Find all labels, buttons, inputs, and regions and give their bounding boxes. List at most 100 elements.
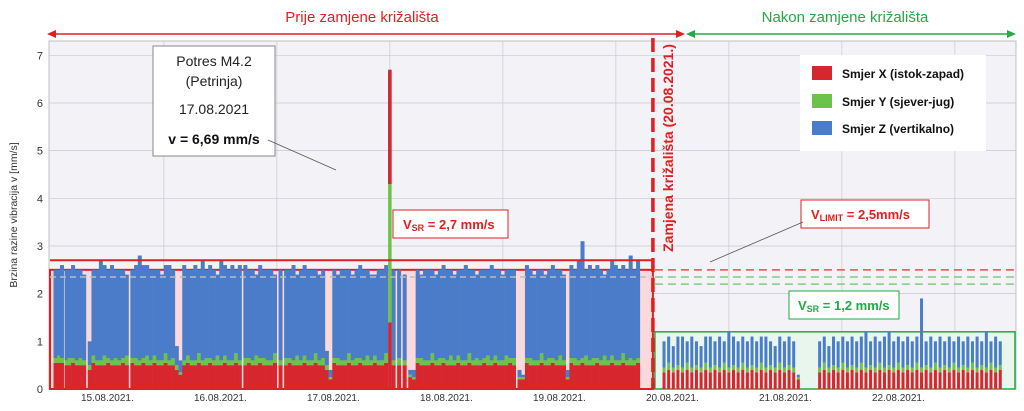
bar-segment-y	[402, 360, 407, 366]
bar-segment-z	[117, 269, 122, 361]
bar-segment-y	[82, 360, 87, 366]
bar-segment-y	[178, 372, 183, 375]
bar-segment-z	[402, 274, 407, 361]
bar-segment-x	[569, 362, 574, 389]
bar-segment-x	[208, 362, 213, 389]
bar-segment-y	[759, 362, 763, 370]
bar-segment-y	[713, 365, 717, 370]
bar-segment-x	[471, 365, 476, 389]
bar-segment-x	[497, 365, 502, 389]
bar-segment-z	[636, 260, 641, 359]
bar-segment-y	[467, 353, 472, 363]
bar-segment-y	[587, 360, 592, 366]
bar-segment-z	[134, 265, 139, 359]
bar-segment-y	[419, 358, 424, 366]
bar-segment-y	[95, 360, 100, 366]
bar-segment-y	[391, 360, 396, 366]
bar-segment-x	[694, 369, 698, 389]
vsr-after-value: = 1,2 mm/s	[819, 298, 889, 313]
bar-segment-x	[291, 365, 296, 389]
bar-segment-x	[994, 372, 998, 389]
bar-segment-x	[295, 365, 300, 389]
bar-segment-x	[947, 372, 951, 389]
bar-segment-z	[380, 269, 385, 361]
bar-segment-y	[74, 360, 79, 366]
bar-segment-x	[727, 372, 731, 389]
event-callout-box	[152, 45, 276, 157]
bar-segment-y	[584, 355, 589, 366]
bar-segment-y	[906, 365, 910, 370]
bar-segment-x	[943, 369, 947, 389]
bar-segment-z	[437, 269, 442, 359]
bar-segment-z	[773, 346, 777, 368]
bar-segment-y	[497, 360, 502, 366]
bar-segment-y	[167, 360, 172, 366]
bar-segment-y	[384, 353, 389, 363]
bar-segment-x	[827, 372, 831, 389]
bar-segment-x	[59, 362, 64, 389]
bar-segment-y	[841, 362, 845, 370]
bar-segment-z	[215, 274, 220, 356]
bar-segment-x	[411, 379, 416, 389]
bar-segment-z	[966, 336, 970, 368]
bar-segment-y	[787, 365, 791, 370]
bar-segment-x	[380, 365, 385, 389]
bar-segment-x	[163, 362, 168, 389]
bar-segment-x	[152, 362, 157, 389]
bar-segment-x	[434, 365, 439, 389]
bar-segment-z	[532, 274, 537, 361]
bar-segment-y	[193, 360, 198, 366]
bar-segment-y	[508, 358, 513, 363]
bar-segment-z	[91, 269, 96, 356]
vsr-after-box: VSR = 1,2 mm/s	[788, 290, 900, 320]
bar-segment-z	[358, 265, 363, 359]
bar-segment-z	[952, 341, 956, 363]
bar-segment-z	[430, 269, 435, 354]
bar-segment-z	[87, 341, 92, 366]
bar-segment-y	[957, 367, 961, 373]
bar-segment-y	[261, 358, 266, 366]
bar-segment-z	[602, 274, 607, 356]
bar-segment-x	[750, 369, 754, 389]
bar-segment-x	[388, 322, 392, 389]
bar-segment-z	[234, 269, 239, 354]
bar-segment-y	[778, 362, 782, 370]
bar-segment-x	[713, 369, 717, 389]
event-callout: Potres M4.2 (Petrinja) 17.08.2021 v = 6,…	[152, 45, 337, 171]
bar-segment-x	[408, 377, 413, 389]
bar-segment-z	[163, 265, 168, 354]
bar-segment-z	[584, 269, 589, 356]
legend-label-z: Smjer Z (vertikalno)	[842, 122, 954, 136]
bar-segment-x	[328, 379, 333, 389]
bar-segment-y	[230, 360, 235, 366]
bar-segment-x	[704, 369, 708, 389]
bar-segment-y	[792, 367, 796, 373]
bar-segment-z	[64, 269, 69, 361]
bar-segment-y	[258, 358, 263, 363]
bar-segment-z	[704, 336, 708, 363]
bar-segment-x	[350, 365, 355, 389]
bar-segment-y	[354, 358, 359, 366]
bar-segment-x	[975, 372, 979, 389]
bar-segment-z	[869, 341, 873, 366]
bar-segment-z	[558, 269, 563, 356]
bar-segment-x	[524, 362, 529, 389]
bar-segment-y	[278, 360, 283, 366]
bar-segment-y	[265, 360, 270, 366]
bar-segment-z	[855, 341, 859, 368]
bar-segment-x	[584, 365, 589, 389]
bar-segment-x	[358, 362, 363, 389]
period-header: Prije zamjene križališta Nakon zamjene k…	[47, 9, 1016, 38]
bar-segment-z	[539, 269, 544, 354]
bar-segment-y	[134, 358, 139, 366]
bar-segment-y	[148, 360, 153, 366]
bar-segment-x	[736, 372, 740, 389]
bar-segment-y	[796, 377, 800, 380]
bar-segment-z	[910, 341, 914, 368]
x-axis: 15.08.2021. 16.08.2021. 17.08.2021. 18.08.2…	[81, 393, 925, 404]
bar-segment-x	[966, 372, 970, 389]
bar-segment-y	[358, 358, 363, 363]
bar-segment-y	[335, 358, 340, 366]
bar-segment-x	[448, 365, 453, 389]
bar-segment-y	[130, 358, 135, 363]
